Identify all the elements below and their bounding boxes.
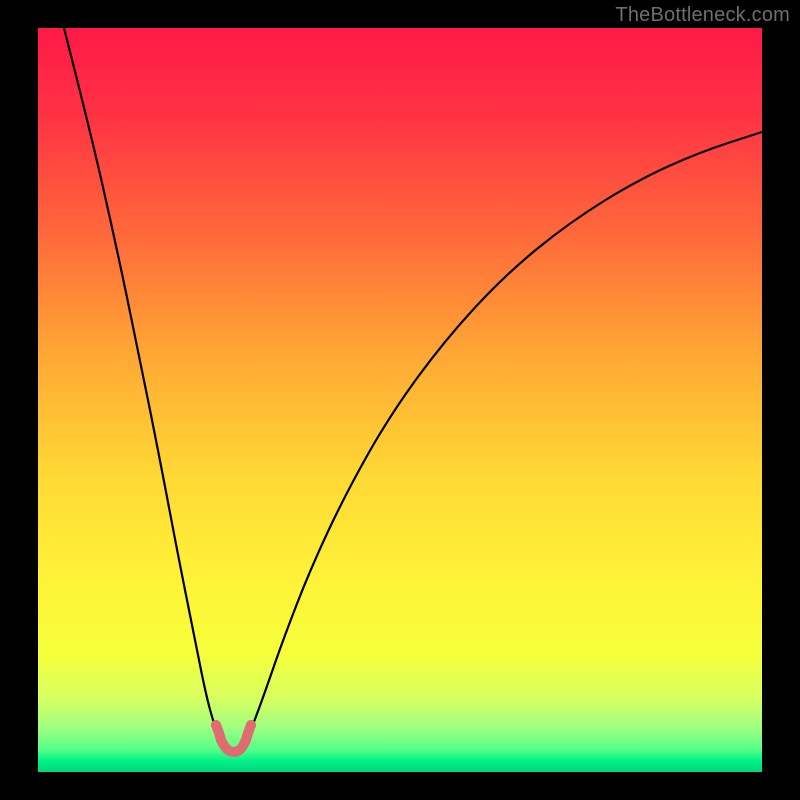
gradient-background xyxy=(38,28,762,772)
watermark-text: TheBottleneck.com xyxy=(615,4,790,27)
bottleneck-chart xyxy=(0,0,800,800)
chart-container: TheBottleneck.com xyxy=(0,0,800,800)
